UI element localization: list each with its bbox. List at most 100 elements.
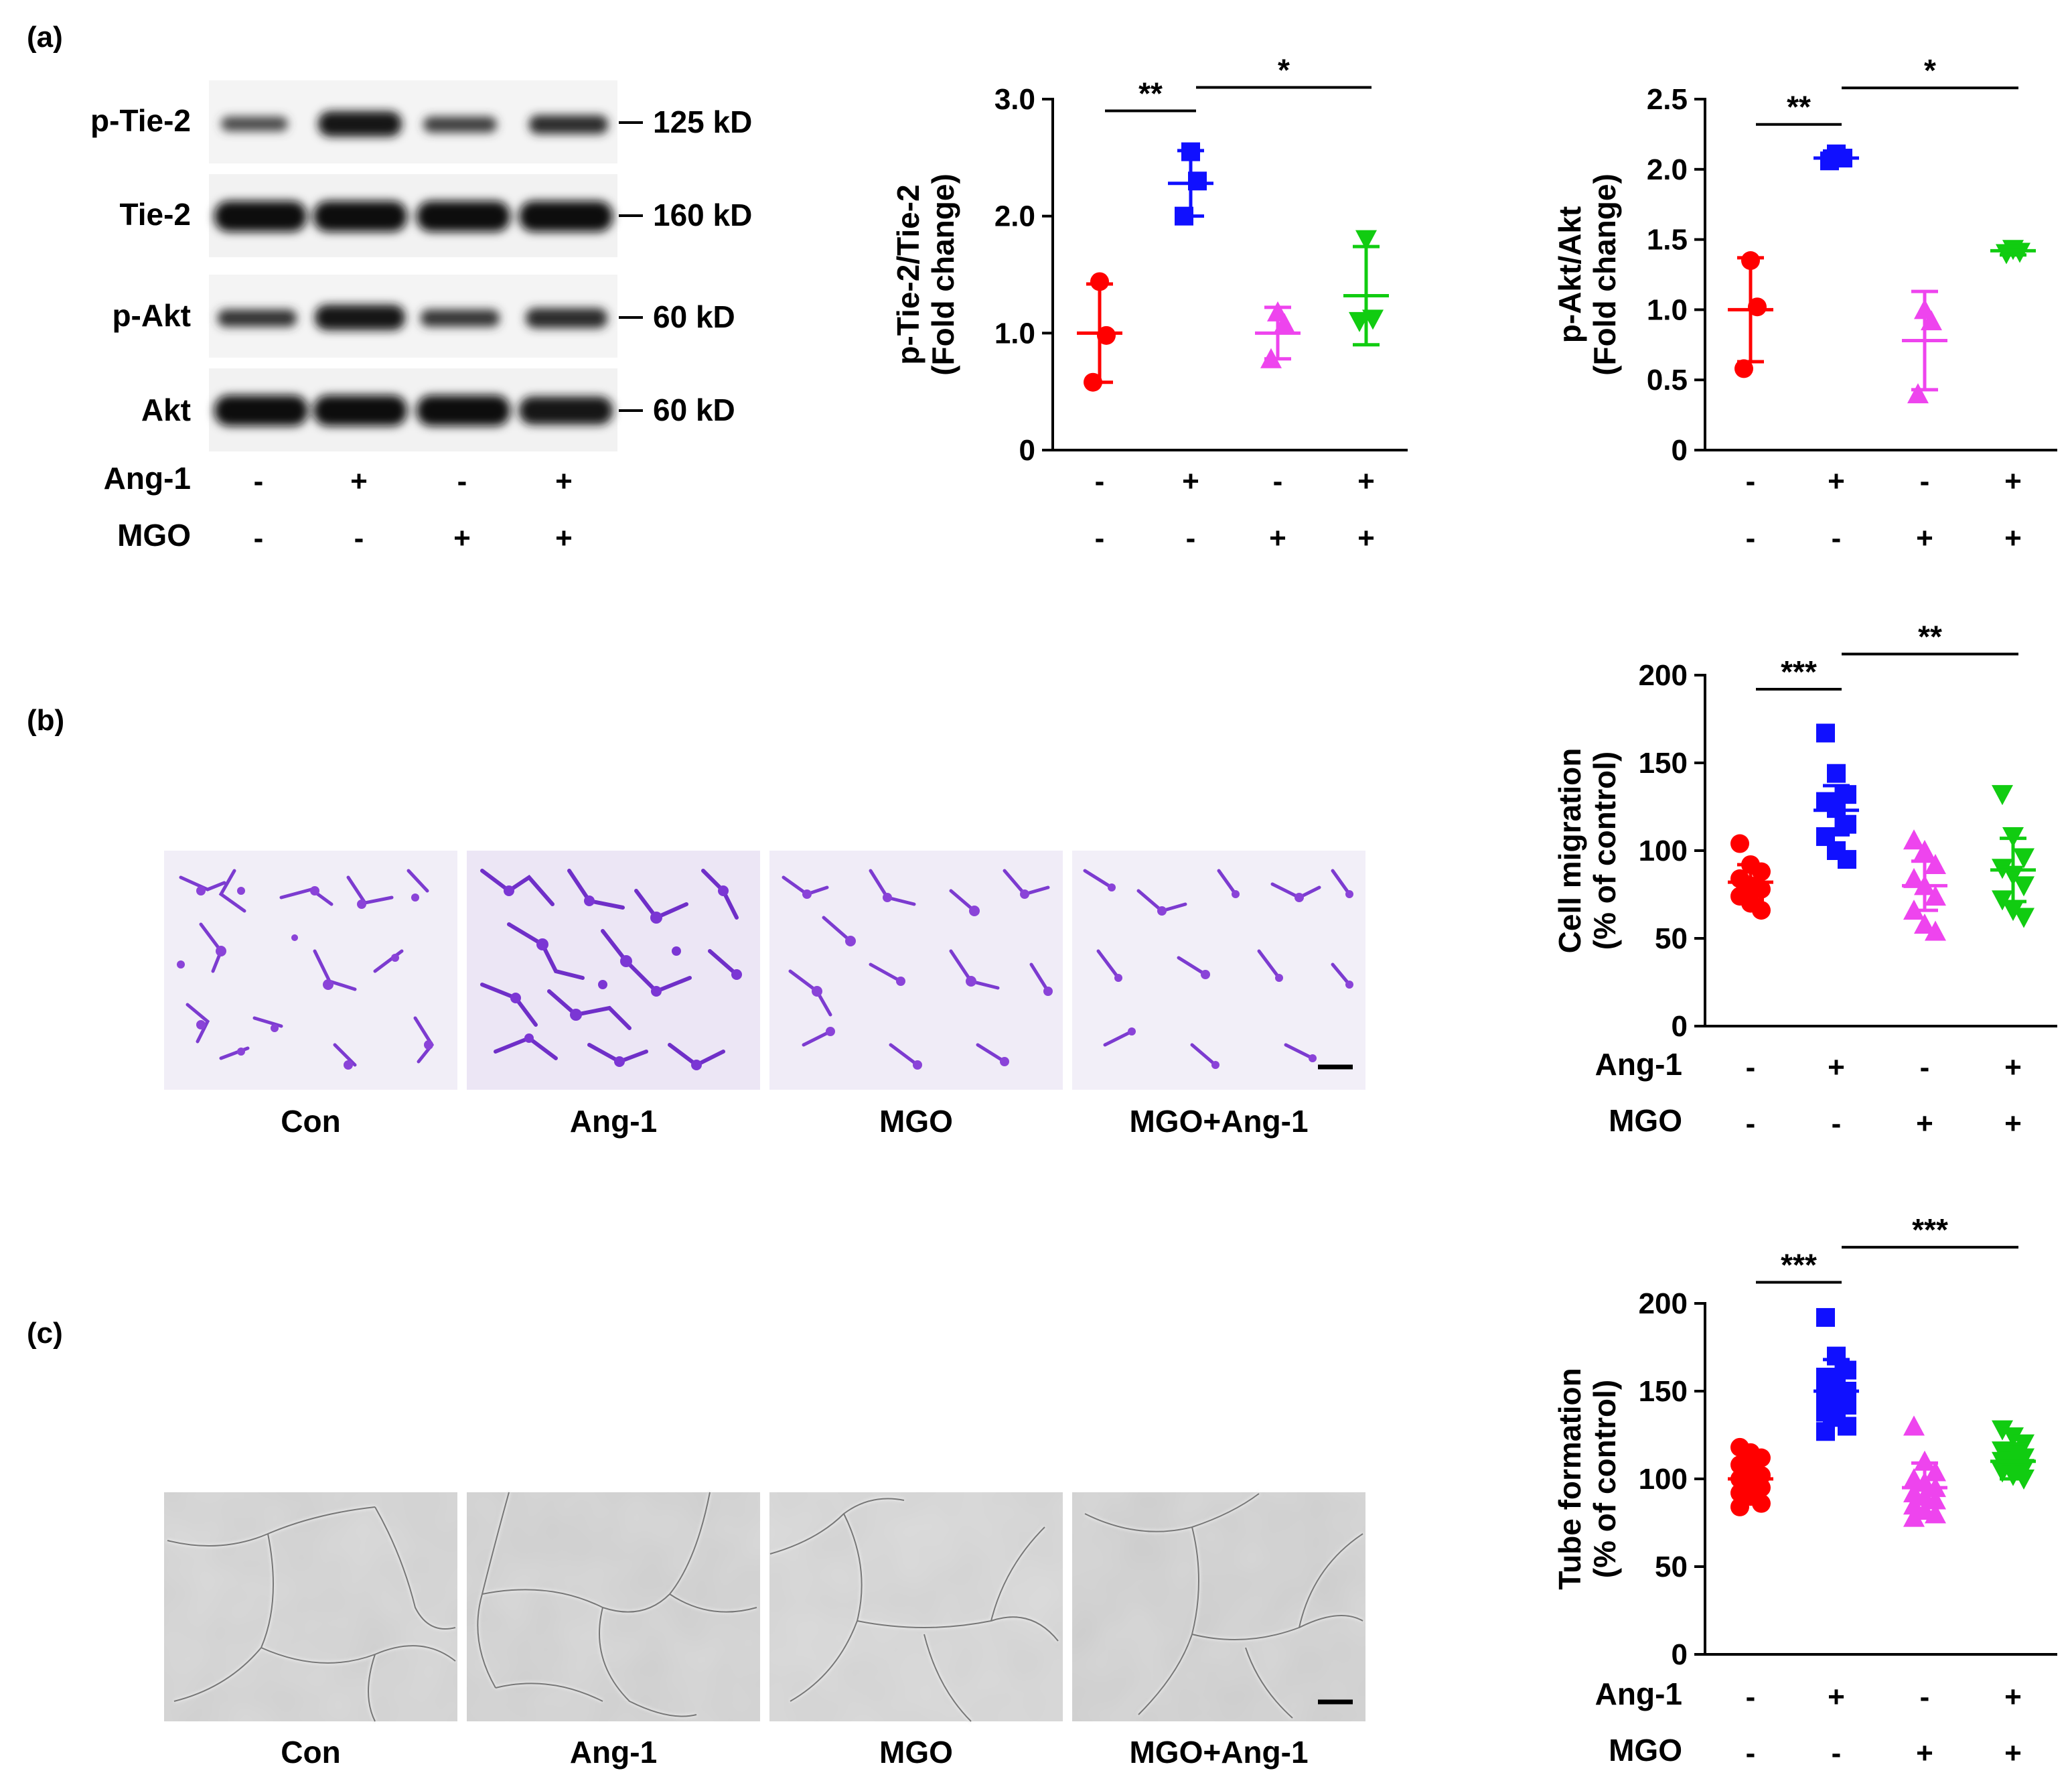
blot-marker-label: 60 kD [653,299,735,334]
image-caption: Ang-1 [570,1104,657,1139]
treatment-sign: - [1746,465,1756,498]
image-caption: Con [281,1104,340,1139]
treatment-sign: - [1746,1107,1756,1140]
y-tick-label: 200 [1639,1287,1688,1320]
chart-tube: 0 50 100 150 200 Tube formation (% of control)… [1552,1212,2057,1770]
data-point [1903,1494,1925,1515]
treatment-sign: - [1832,1737,1842,1770]
treatment-sign: + [1828,465,1845,498]
y-axis-label: p-Tie-2/Tie-2 [891,184,926,364]
treatment-sign: + [2004,465,2022,498]
y-tick-label: 0 [1672,1010,1688,1043]
blot-band [313,201,407,232]
blot-band [315,305,405,330]
migration-image: Ang-1 [467,851,760,1139]
data-point [2002,1427,2024,1448]
treatment-sign: - [1920,465,1930,498]
panel-label-c: (c) [27,1317,63,1350]
panel-label-b: (b) [27,704,64,737]
blot-band [529,115,608,134]
data-point [1925,853,1946,874]
data-point [1752,901,1771,920]
treatment-sign: + [2004,1680,2022,1713]
y-tick-label: 1.0 [994,317,1035,350]
significance-label: * [1278,53,1290,88]
data-point [2002,901,2024,922]
significance-label: * [1924,53,1936,88]
image-caption: Ang-1 [570,1735,657,1770]
treatment-sign: + [555,465,573,498]
treatment-sign: + [2004,1051,2022,1084]
treatment-sign: - [1095,522,1105,555]
y-axis-label: (Fold change) [1587,173,1622,376]
treatment-sign: - [1832,522,1842,555]
treatment-sign: - [1920,1680,1930,1713]
y-tick-label: 2.0 [994,200,1035,233]
treatment-sign: - [1746,1737,1756,1770]
y-tick-label: 3.0 [994,83,1035,116]
y-tick-label: 200 [1639,659,1688,692]
blot-band [421,309,500,327]
y-axis-label: p-Akt/Akt [1552,206,1587,343]
data-point [1838,1417,1856,1436]
panel-label-a: (a) [27,21,63,54]
chart-pakt: 00.51.01.52.02.5p-Akt/Akt (Fold change)**… [1552,53,2057,555]
treatment-sign: - [1746,522,1756,555]
treatment-sign: + [1357,522,1375,555]
treatment-sign: - [1832,1107,1842,1140]
y-tick-label: 0 [1019,434,1035,467]
treatment-sign: - [254,465,264,498]
migration-image: MGO+Ang-1 [1072,851,1365,1139]
treatment-sign: + [1916,1737,1933,1770]
treatment-sign: + [1916,522,1933,555]
data-point [2013,1448,2034,1469]
data-point [2013,1459,2034,1480]
significance-label: ** [1138,76,1163,111]
data-point [2013,876,2034,897]
data-point [2013,908,2034,928]
treatment-sign: + [555,522,573,555]
migration-image: Con [164,851,457,1139]
y-axis-label: Tube formation [1552,1368,1587,1589]
treatment-sign: + [453,522,471,555]
blot-band [221,117,288,131]
treatment-sign: + [1357,465,1375,498]
treatment-sign: - [1920,1051,1930,1084]
treatment-sign: - [1746,1051,1756,1084]
blot-protein-label: p-Akt [112,298,191,333]
data-point [1903,1506,1925,1527]
data-point [1730,1497,1749,1516]
significance-label: *** [1781,654,1817,689]
y-tick-label: 1.5 [1647,224,1688,257]
blot-band [218,309,297,327]
y-tick-label: 2.5 [1647,83,1688,116]
y-axis-label: (% of control) [1587,751,1622,950]
tube-image: MGO [769,1492,1063,1770]
treatment-label: MGO [1609,1733,1682,1768]
data-point [1925,920,1946,941]
y-axis-label: Cell migration [1552,748,1587,954]
data-point [1838,850,1856,869]
image-caption: MGO+Ang-1 [1129,1735,1308,1770]
significance-label: ** [1918,620,1942,654]
data-point [1816,723,1835,743]
treatment-sign: - [1186,522,1196,555]
y-axis-label: (% of control) [1587,1380,1622,1578]
treatment-sign: + [2004,1737,2022,1770]
data-point [1914,840,1935,860]
data-point [1925,1489,1946,1510]
blot-protein-label: Tie-2 [119,197,191,232]
significance-label: ** [1787,90,1811,125]
tube-images: Con Ang-1 MGO [164,1492,1365,1770]
image-caption: Con [281,1735,340,1770]
treatment-sign: + [1269,522,1286,555]
treatment-sign: - [1273,465,1283,498]
y-tick-label: 0.5 [1647,364,1688,397]
data-point [1752,879,1771,899]
data-point [1355,230,1377,250]
data-point [1748,297,1767,317]
significance-label: *** [1781,1248,1817,1283]
data-point [1838,814,1856,834]
blot-row: Tie-2 160 kD [119,174,752,257]
blot-band [318,111,402,137]
